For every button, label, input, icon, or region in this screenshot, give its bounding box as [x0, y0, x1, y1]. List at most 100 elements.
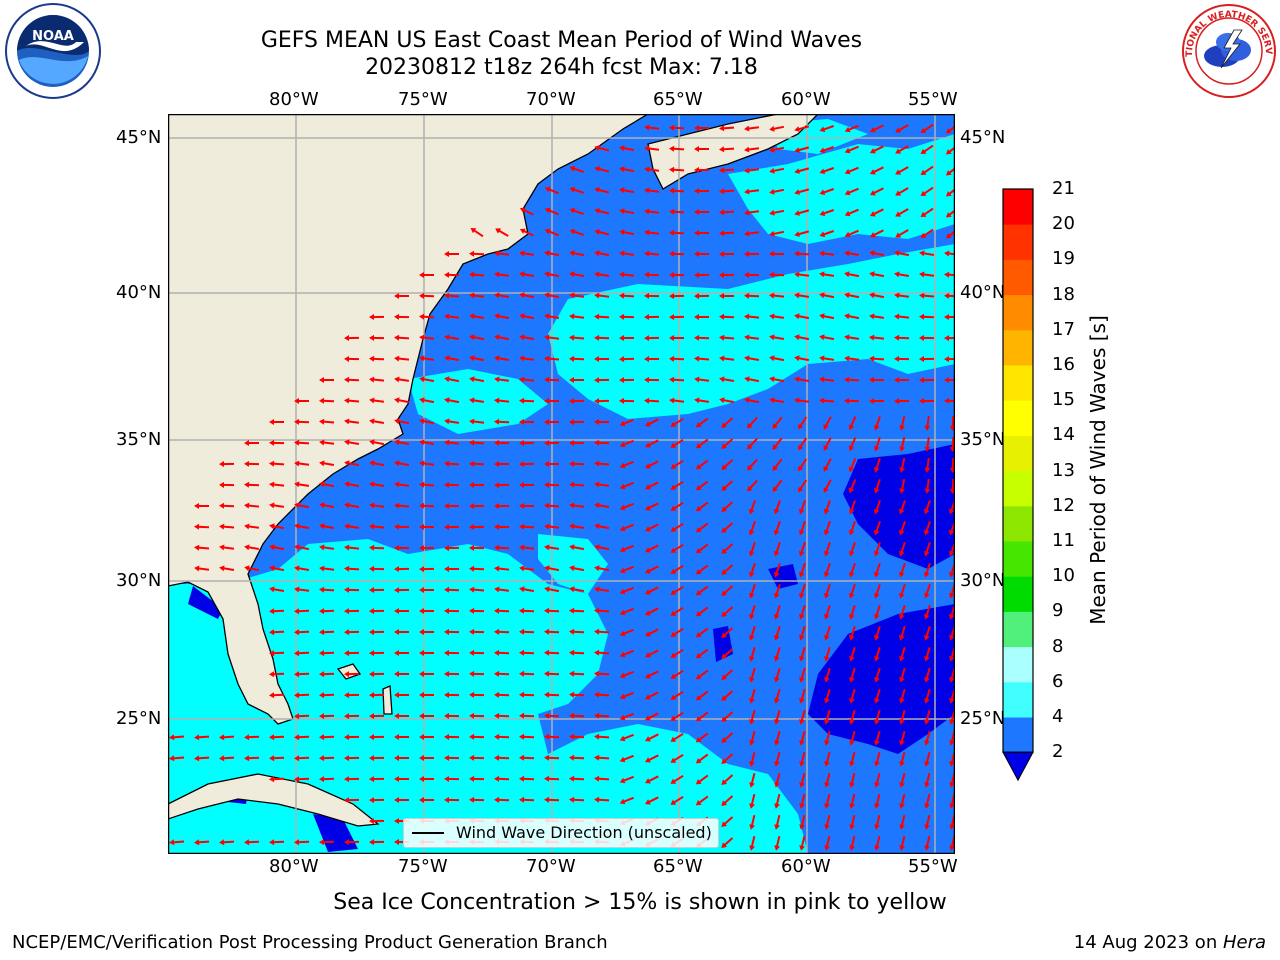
wave-direction-arrow — [750, 604, 756, 618]
wave-direction-arrowhead — [819, 313, 825, 320]
wave-direction-arrowhead — [645, 799, 651, 805]
wave-direction-arrow — [900, 793, 906, 807]
wave-direction-arrow — [796, 294, 810, 298]
wave-direction-arrowhead — [394, 313, 400, 320]
wave-direction-arrow — [621, 230, 635, 236]
wave-direction-arrow — [647, 670, 659, 678]
wave-direction-arrowhead — [798, 613, 805, 620]
wave-direction-arrow — [800, 500, 806, 512]
wave-direction-arrowhead — [899, 677, 905, 683]
wave-direction-arrowhead — [744, 334, 750, 341]
lat-label-right-30n: 30°N — [960, 570, 1006, 591]
wave-direction-arrowhead — [744, 397, 750, 404]
wave-direction-arrowhead — [594, 229, 600, 235]
wave-direction-arrow — [750, 647, 756, 659]
wave-direction-arrowhead — [823, 445, 829, 451]
wave-direction-arrow — [875, 520, 881, 534]
wave-direction-arrowhead — [469, 649, 475, 656]
wave-direction-arrow — [596, 777, 610, 781]
wave-direction-arrowhead — [344, 418, 350, 425]
wave-direction-arrowhead — [544, 712, 550, 719]
wave-direction-arrowhead — [873, 592, 880, 599]
wave-direction-arrowhead — [774, 845, 780, 851]
wave-direction-arrowhead — [719, 188, 725, 195]
wave-direction-arrowhead — [719, 230, 725, 237]
wave-direction-arrowhead — [369, 734, 374, 741]
wave-direction-arrowhead — [519, 502, 525, 509]
wave-direction-arrowhead — [769, 271, 775, 278]
wave-direction-arrowhead — [645, 442, 651, 448]
wave-direction-arrow — [221, 840, 235, 844]
wave-direction-arrow — [672, 648, 684, 658]
wave-direction-arrowhead — [619, 651, 626, 658]
colorbar-tick-label: 21 — [1052, 178, 1075, 199]
wave-direction-arrowhead — [269, 544, 275, 551]
wave-direction-arrowhead — [494, 607, 500, 614]
wave-direction-arrow — [721, 398, 735, 404]
wave-direction-arrowhead — [419, 355, 425, 362]
wave-direction-arrowhead — [644, 397, 650, 404]
wave-direction-arrowhead — [945, 191, 952, 197]
wave-direction-arrow — [672, 690, 684, 700]
wave-direction-arrow — [647, 754, 659, 762]
wave-direction-arrowhead — [419, 502, 425, 509]
wave-direction-arrow — [798, 416, 808, 428]
wave-direction-arrowhead — [794, 147, 800, 153]
wave-direction-arrowhead — [569, 523, 575, 530]
wave-direction-arrowhead — [848, 550, 855, 557]
wave-direction-arrow — [926, 436, 930, 450]
wave-direction-arrowhead — [920, 190, 927, 196]
wave-direction-arrowhead — [669, 187, 675, 194]
wave-direction-arrowhead — [544, 271, 550, 278]
wave-direction-arrowhead — [269, 523, 275, 530]
wave-direction-arrow — [396, 378, 410, 382]
wave-direction-arrowhead — [444, 776, 449, 782]
wave-direction-arrow — [672, 669, 684, 679]
wave-direction-arrow — [846, 336, 860, 340]
wave-direction-arrow — [672, 606, 684, 616]
wave-direction-arrowhead — [944, 397, 950, 404]
wave-direction-arrowhead — [919, 356, 924, 362]
wave-direction-arrowhead — [594, 166, 600, 172]
wave-direction-arrow — [546, 315, 560, 319]
wave-direction-arrowhead — [694, 188, 699, 194]
wave-direction-arrowhead — [894, 292, 900, 299]
wave-direction-arrowhead — [319, 460, 325, 467]
wave-direction-arrowhead — [394, 566, 399, 572]
wave-direction-arrow — [900, 500, 906, 512]
wave-direction-arrowhead — [544, 207, 551, 214]
wave-direction-arrowhead — [748, 529, 755, 536]
wave-direction-arrowhead — [772, 444, 778, 451]
wave-direction-arrow — [926, 415, 930, 429]
wave-direction-arrowhead — [269, 755, 275, 762]
wave-direction-arrowhead — [873, 613, 880, 620]
wave-direction-arrow — [246, 566, 260, 572]
wave-direction-arrowhead — [669, 335, 674, 341]
wave-direction-arrowhead — [749, 698, 755, 704]
wave-direction-arrow — [871, 272, 885, 278]
wave-direction-arrowhead — [444, 397, 450, 404]
north-america-coast — [168, 114, 650, 725]
wave-direction-arrow — [925, 793, 931, 807]
wave-direction-arrowhead — [670, 694, 677, 700]
wave-direction-arrowhead — [645, 463, 651, 469]
wave-direction-arrowhead — [873, 424, 880, 431]
wave-direction-arrow — [821, 293, 835, 299]
wave-direction-arrow — [546, 546, 560, 550]
wave-direction-arrowhead — [444, 271, 450, 278]
wave-direction-arrowhead — [469, 250, 475, 257]
wave-direction-arrowhead — [419, 545, 424, 552]
wave-direction-arrowhead — [669, 124, 675, 131]
wave-direction-arrow — [647, 481, 659, 489]
wave-direction-arrow — [221, 546, 235, 550]
wave-direction-arrowhead — [594, 460, 600, 467]
wave-direction-arrow — [900, 835, 906, 849]
wave-direction-arrow — [825, 500, 831, 512]
wave-direction-arrowhead — [644, 229, 650, 236]
wave-direction-arrowhead — [470, 228, 477, 234]
wave-direction-arrow — [796, 335, 810, 341]
wave-direction-arrowhead — [544, 586, 550, 593]
wave-direction-arrowhead — [894, 355, 899, 362]
wave-direction-arrow — [396, 398, 410, 404]
wave-direction-arrow — [672, 774, 684, 784]
